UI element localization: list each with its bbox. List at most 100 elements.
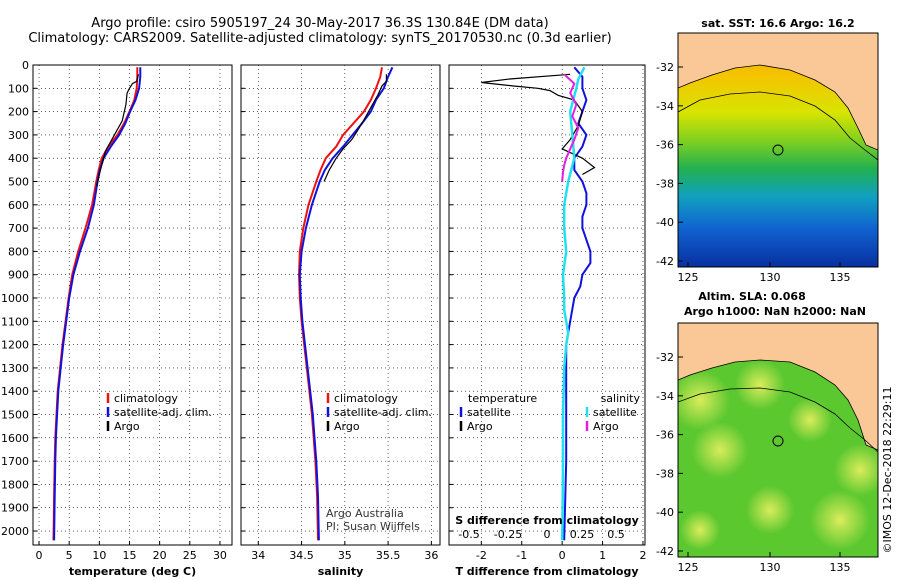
y-tick-label: 600 [8, 199, 29, 212]
y-tick-label: 1500 [1, 409, 29, 422]
x-axis-label: temperature (deg C) [69, 565, 196, 578]
series-line-satellite-adj-clim- [53, 67, 142, 541]
difference-panel: -2 -1 0 1 2T difference from climatology temp… [448, 64, 646, 578]
s-tick-label: -0.5 [458, 528, 479, 541]
lat-tick-label: -32 [656, 61, 674, 74]
credit-annotation: Argo Australia [326, 507, 404, 520]
legend-label: satellite [467, 406, 511, 419]
lat-tick-label: -38 [656, 177, 674, 190]
x-tick-label: 30 [213, 549, 227, 562]
sla-coastline [678, 359, 878, 451]
sla-profile-location [772, 435, 784, 447]
legend-label: climatology [114, 392, 178, 405]
x-tick-label: 34 [251, 549, 265, 562]
temperature-panel: 0100200300400500600700800900100011001200… [1, 59, 233, 578]
legend-label: satellite-adj. clim. [334, 406, 432, 419]
x-tick-label: 0 [36, 549, 43, 562]
y-tick-label: 1300 [1, 362, 29, 375]
x-tick-label: 10 [92, 549, 106, 562]
lat-tick-label: -42 [656, 545, 674, 558]
series-line-argo [96, 74, 140, 187]
sla-land [678, 323, 878, 450]
credit-text: ©IMOS 12-Dec-2018 22:29:11 [881, 387, 894, 554]
x-tick-label: -1 [516, 549, 527, 562]
plot-frame [32, 64, 233, 546]
x-axis-label: salinity [318, 565, 364, 578]
x-tick-label: 25 [183, 549, 197, 562]
lat-tick-label: -42 [656, 255, 674, 268]
y-tick-label: 2000 [1, 525, 29, 538]
x-tick-label: 34.5 [289, 549, 314, 562]
plot-frame [448, 64, 646, 546]
y-tick-label: 200 [8, 106, 29, 119]
y-tick-label: 400 [8, 152, 29, 165]
lat-tick-label: -32 [656, 351, 674, 364]
x-tick-label: 20 [153, 549, 167, 562]
plot-frame [240, 64, 441, 546]
sla-map: Altim. SLA: 0.068 Argo h1000: NaN h2000:… [656, 290, 879, 574]
y-tick-label: 1600 [1, 432, 29, 445]
sla-depth-contour [678, 387, 878, 453]
salinity-panel: 34 34.5 35 35.5 36 salinity climatologysatelli… [240, 64, 441, 578]
title-line-2: Climatology: CARS2009. Satellite-adjuste… [28, 31, 611, 46]
y-tick-label: 800 [8, 245, 29, 258]
sla-map-title-1: Altim. SLA: 0.068 [698, 290, 805, 303]
s-axis-label: S difference from climatology [455, 514, 639, 527]
lon-tick-label: 130 [760, 561, 781, 574]
x-tick-label: 36 [424, 549, 438, 562]
legend-label: Argo [114, 420, 140, 433]
y-tick-label: 1700 [1, 455, 29, 468]
credit-annotation: PI: Susan Wijffels [326, 520, 420, 533]
title-line-1: Argo profile: csiro 5905197_24 30-May-20… [91, 16, 548, 31]
sst-map: sat. SST: 16.6 Argo: 16.2 125 130 135 -32 -3… [656, 17, 879, 284]
x-axis-label: T difference from climatology [455, 565, 638, 578]
sla-map-title-2: Argo h1000: NaN h2000: NaN [684, 305, 866, 318]
y-tick-label: 900 [8, 269, 29, 282]
y-tick-label: 500 [8, 176, 29, 189]
x-tick-label: 15 [122, 549, 136, 562]
legend-label: Argo [467, 420, 493, 433]
lat-tick-label: -36 [656, 429, 674, 442]
x-tick-label: 35 [338, 549, 352, 562]
legend-label: satellite-adj. clim. [114, 406, 212, 419]
x-tick-label: 2 [639, 549, 646, 562]
x-tick-label: 5 [66, 549, 73, 562]
s-tick-label: 0.25 [570, 528, 595, 541]
legend-label: Argo [593, 420, 619, 433]
lat-tick-label: -40 [656, 506, 674, 519]
lat-tick-label: -38 [656, 467, 674, 480]
y-tick-label: 1900 [1, 502, 29, 515]
lat-tick-label: -36 [656, 139, 674, 152]
s-tick-label: -0.25 [494, 528, 522, 541]
legend-label: Argo [334, 420, 360, 433]
y-tick-label: 0 [22, 59, 29, 72]
lat-tick-label: -34 [656, 390, 674, 403]
s-tick-label: 0 [544, 528, 551, 541]
lon-tick-label: 135 [830, 561, 851, 574]
sst-coastline [678, 64, 878, 151]
y-tick-label: 1100 [1, 315, 29, 328]
x-tick-label: 0 [559, 549, 566, 562]
series-line-satellite-adj-clim- [298, 66, 394, 541]
x-tick-label: -2 [476, 549, 487, 562]
lon-tick-label: 125 [678, 271, 699, 284]
lon-tick-label: 130 [760, 271, 781, 284]
legend-label: climatology [334, 392, 398, 405]
lon-tick-label: 125 [678, 561, 699, 574]
s-tick-label: 0.5 [607, 528, 625, 541]
lat-tick-label: -40 [656, 216, 674, 229]
series-line-salinity-argo [561, 73, 580, 182]
x-tick-label: 35.5 [376, 549, 401, 562]
y-tick-label: 1400 [1, 385, 29, 398]
legend-label: satellite [593, 406, 637, 419]
sst-land [678, 33, 878, 150]
y-tick-label: 700 [8, 222, 29, 235]
y-tick-label: 1800 [1, 478, 29, 491]
lon-tick-label: 135 [830, 271, 851, 284]
y-tick-label: 1200 [1, 339, 29, 352]
y-tick-label: 100 [8, 82, 29, 95]
series-line-salinity-satellite [560, 66, 586, 541]
lat-tick-label: -34 [656, 100, 674, 113]
y-tick-label: 300 [8, 129, 29, 142]
